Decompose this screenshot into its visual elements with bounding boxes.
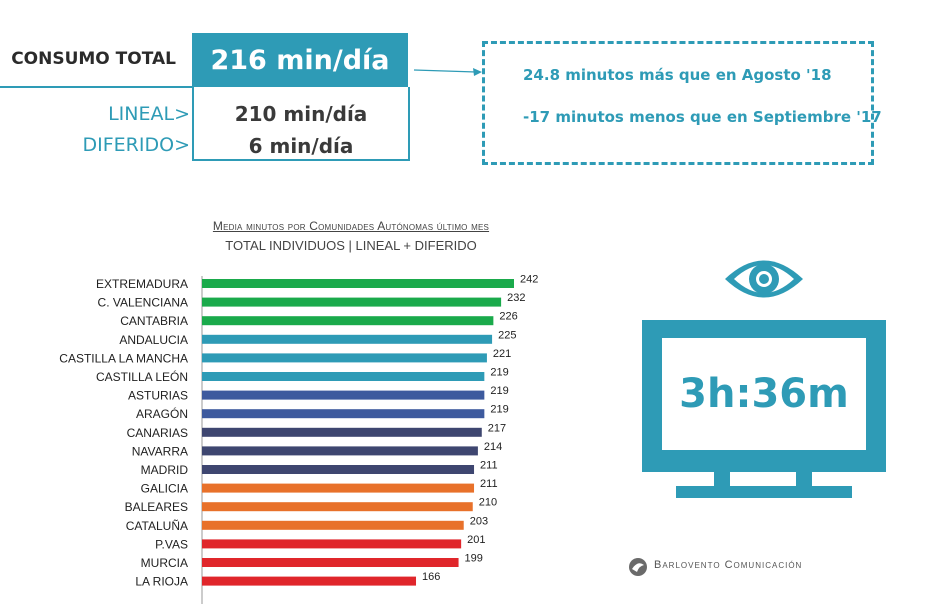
- consumo-total-label: CONSUMO TOTAL: [0, 32, 192, 88]
- bar: [202, 390, 485, 400]
- value-label: 214: [484, 441, 502, 453]
- arrow-right-icon: [413, 68, 482, 76]
- bar: [202, 334, 493, 344]
- bar: [202, 502, 473, 512]
- value-label: 211: [480, 460, 498, 472]
- category-label: C. VALENCIANA: [98, 296, 188, 310]
- bar: [202, 520, 464, 530]
- value-label: 219: [490, 385, 508, 397]
- value-label: 219: [490, 404, 508, 416]
- bar: [202, 539, 462, 549]
- lineal-label: LINEAL>: [108, 103, 190, 125]
- bar: [202, 465, 475, 474]
- value-label: 242: [520, 274, 538, 286]
- value-label: 221: [493, 348, 511, 360]
- chart-title: Media minutos por Comunidades Autónomas …: [212, 219, 490, 233]
- tv-stand-base: [676, 486, 852, 498]
- category-label: CASTILLA LA MANCHA: [59, 351, 188, 365]
- value-label: 226: [499, 311, 517, 323]
- bar: [202, 446, 478, 456]
- lineal-value: 210 min/día: [234, 102, 368, 126]
- brand-logo-icon: [629, 558, 647, 576]
- comparison-line-2: -17 minutos menos que en Septiembre '17: [523, 108, 882, 126]
- bar-chart: EXTREMADURA 242 C. VALENCIANA 232 CANTABRIA 2…: [59, 274, 538, 604]
- value-label: 201: [467, 534, 485, 546]
- value-label: 219: [490, 367, 508, 379]
- bar: [202, 372, 485, 381]
- comparison-box: 24.8 minutos más que en Agosto '18 -17 m…: [482, 41, 882, 165]
- category-label: GALICIA: [141, 482, 188, 496]
- bar: [202, 297, 502, 307]
- category-label: CANTABRIA: [120, 314, 188, 328]
- comparison-line-1: 24.8 minutos más que en Agosto '18: [523, 66, 832, 84]
- bar: [202, 409, 485, 419]
- category-label: BALEARES: [125, 500, 188, 514]
- detail-box: 210 min/día 6 min/día: [192, 87, 410, 161]
- diferido-label: DIFERIDO>: [82, 134, 190, 156]
- value-label: 210: [479, 497, 497, 509]
- bar: [202, 427, 482, 437]
- category-label: NAVARRA: [132, 444, 188, 458]
- bar: [202, 483, 475, 493]
- total-value-box: 216 min/día: [192, 33, 408, 87]
- value-label: 225: [498, 329, 516, 341]
- category-label: ARAGÓN: [136, 406, 188, 421]
- tv-time-value: 3h:36m: [679, 371, 849, 417]
- bar: [202, 279, 514, 288]
- value-label: 217: [488, 422, 506, 434]
- category-label: LA RIOJA: [135, 575, 188, 589]
- category-label: ASTURIAS: [128, 389, 188, 403]
- chart-subtitle: TOTAL INDIVIDUOS | LINEAL + DIFERIDO: [225, 238, 477, 253]
- category-label: CATALUÑA: [126, 519, 188, 533]
- category-label: MADRID: [141, 463, 189, 477]
- diferido-value: 6 min/día: [248, 134, 354, 158]
- value-label: 211: [480, 478, 498, 490]
- value-label: 203: [470, 515, 488, 527]
- bar: [202, 316, 494, 326]
- category-label: CANARIAS: [127, 426, 188, 440]
- bar: [202, 558, 459, 567]
- category-label: MURCIA: [141, 556, 188, 570]
- brand-name: Barlovento Comunicación: [654, 559, 803, 571]
- category-label: ANDALUCIA: [119, 333, 188, 347]
- tv-display: 3h:36m: [662, 338, 866, 450]
- value-label: 166: [422, 571, 440, 583]
- tv-stand-leg: [714, 470, 730, 488]
- value-label: 199: [465, 553, 483, 565]
- bar: [202, 576, 417, 586]
- bar: [202, 353, 487, 363]
- category-label: CASTILLA LEÓN: [96, 369, 188, 384]
- category-label: P.VAS: [155, 537, 188, 551]
- category-label: EXTREMADURA: [96, 277, 188, 291]
- value-label: 232: [507, 292, 525, 304]
- tv-screen: 3h:36m: [642, 320, 886, 472]
- eye-icon: [725, 260, 803, 298]
- tv-stand-leg: [796, 470, 812, 488]
- bars-group: EXTREMADURA 242 C. VALENCIANA 232 CANTABRIA 2…: [59, 274, 538, 589]
